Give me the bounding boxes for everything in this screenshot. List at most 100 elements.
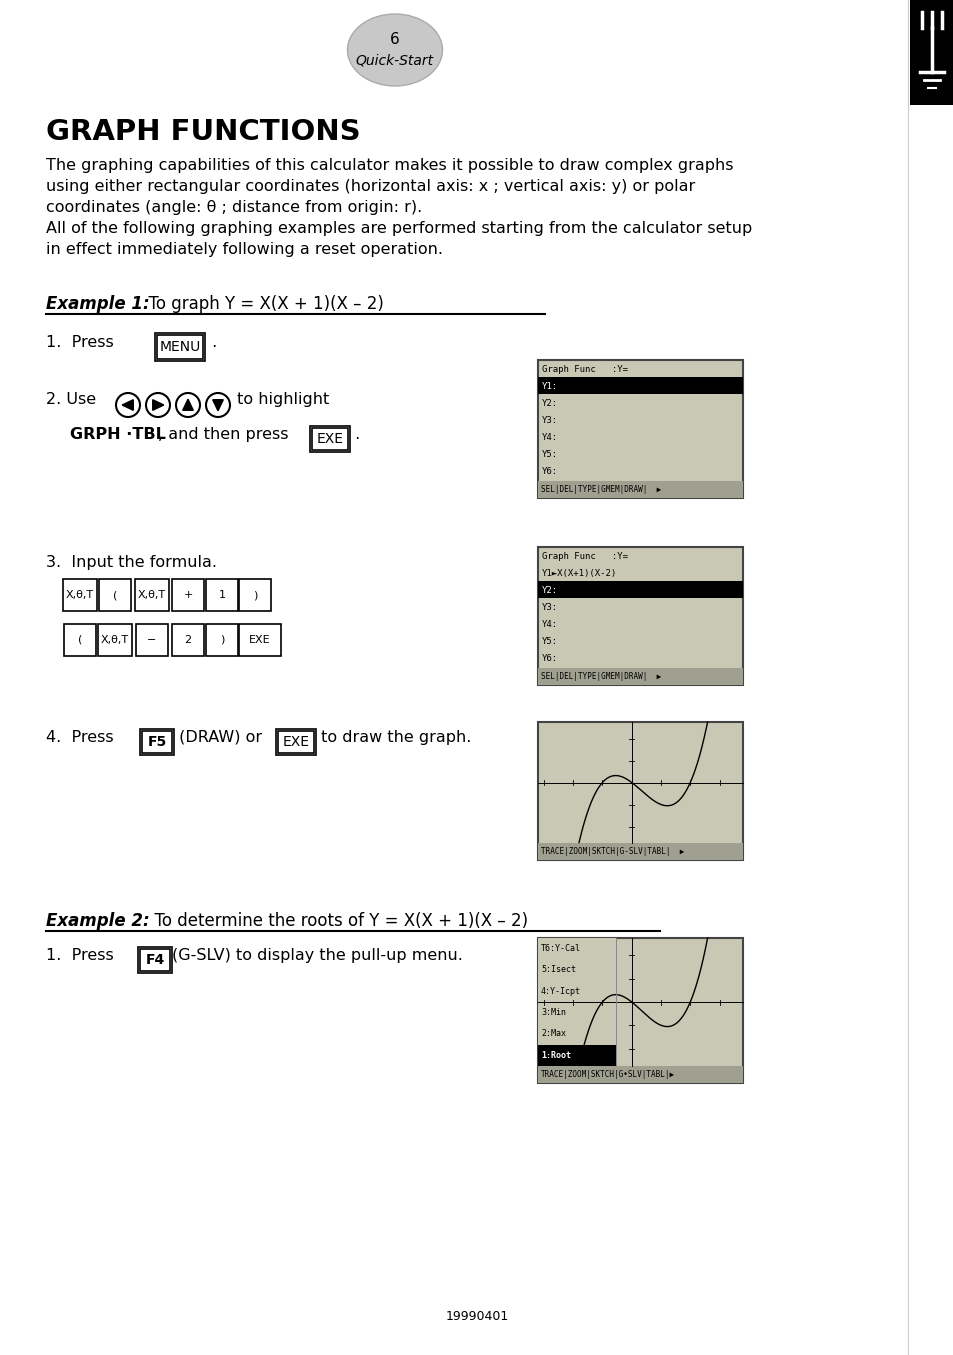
Bar [157,335,203,359]
Text: Y2:: Y2: [541,585,558,595]
Text: ): ) [253,589,257,600]
Text: X,θ,T: X,θ,T [101,635,129,645]
Bar [154,333,205,360]
Text: SEL|DEL|TYPE|GMEM|DRAW|  ▶: SEL|DEL|TYPE|GMEM|DRAW| ▶ [540,485,660,495]
Polygon shape [183,400,193,411]
Bar [138,947,172,973]
Ellipse shape [347,14,442,85]
Bar [537,668,742,686]
Text: EXE: EXE [282,734,309,749]
Bar [537,377,742,394]
Text: Y4:: Y4: [541,619,558,629]
Bar [172,625,204,656]
Text: The graphing capabilities of this calculator makes it possible to draw complex g: The graphing capabilities of this calcul… [46,159,733,173]
Text: Y3:: Y3: [541,603,558,612]
Bar [537,581,742,598]
Circle shape [175,393,200,417]
Text: F4: F4 [145,953,165,967]
Text: Y5:: Y5: [541,637,558,646]
Bar [206,579,237,611]
Text: EXE: EXE [316,432,343,446]
Text: To determine the roots of Y = X(X + 1)(X – 2): To determine the roots of Y = X(X + 1)(X… [144,912,528,930]
Bar [537,843,742,860]
Circle shape [146,393,170,417]
Bar [239,625,281,656]
Bar [172,579,204,611]
Text: , and then press: , and then press [158,427,288,442]
Bar [275,729,315,755]
Text: coordinates (angle: θ ; distance from origin: r).: coordinates (angle: θ ; distance from or… [46,201,422,215]
Bar [537,1045,616,1066]
Text: in effect immediately following a reset operation.: in effect immediately following a reset … [46,243,442,257]
Text: Graph Func   :Y=: Graph Func :Y= [541,551,627,561]
Text: 4.  Press: 4. Press [46,730,113,745]
Text: 1.  Press: 1. Press [46,335,113,350]
Text: using either rectangular coordinates (horizontal axis: x ; vertical axis: y) or : using either rectangular coordinates (ho… [46,179,695,194]
Bar [206,625,237,656]
Text: 6: 6 [390,33,399,47]
Bar [140,729,173,755]
Text: (G-SLV) to display the pull-up menu.: (G-SLV) to display the pull-up menu. [172,948,462,963]
Circle shape [206,393,230,417]
Text: 4:Y-Icpt: 4:Y-Icpt [540,986,580,996]
Text: (: ( [112,589,117,600]
Text: X,θ,T: X,θ,T [66,589,94,600]
Bar [239,579,271,611]
Text: Quick-Start: Quick-Start [355,53,434,66]
Bar [312,428,348,450]
Text: 3.  Input the formula.: 3. Input the formula. [46,556,216,570]
Polygon shape [152,400,164,411]
Text: 5:Isect: 5:Isect [540,966,576,974]
Text: Graph Func   :Y=: Graph Func :Y= [541,364,627,374]
Text: 2:Max: 2:Max [540,1030,565,1038]
Text: Y2:: Y2: [541,398,558,408]
Bar [310,425,350,453]
Text: T6:Y-Cal: T6:Y-Cal [540,944,580,953]
Text: 1: 1 [218,589,225,600]
Text: 2: 2 [184,635,192,645]
Text: 3:Min: 3:Min [540,1008,565,1018]
Bar [99,579,131,611]
Text: 2. Use: 2. Use [46,392,96,406]
Bar [64,625,96,656]
Bar [537,938,616,1066]
Text: MENU: MENU [159,340,200,354]
Bar [135,579,169,611]
Text: Y3:: Y3: [541,416,558,425]
Text: X,θ,T: X,θ,T [138,589,166,600]
Bar [537,481,742,499]
Text: Example 2:: Example 2: [46,912,150,930]
Text: To graph Y = X(X + 1)(X – 2): To graph Y = X(X + 1)(X – 2) [138,295,383,313]
Text: to draw the graph.: to draw the graph. [315,730,471,745]
Text: .: . [350,427,360,442]
Text: (: ( [78,635,82,645]
Text: Y5:: Y5: [541,450,558,459]
Text: Example 1:: Example 1: [46,295,150,313]
Text: .: . [207,335,217,350]
Text: Y4:: Y4: [541,432,558,442]
Text: Y6:: Y6: [541,654,558,663]
Text: Y6:: Y6: [541,467,558,476]
Circle shape [116,393,140,417]
Text: All of the following graphing examples are performed starting from the calculato: All of the following graphing examples a… [46,221,752,236]
Text: −: − [147,635,156,645]
Text: TRACE|ZOOM|SKTCH|G•SLV|TABL|▶: TRACE|ZOOM|SKTCH|G•SLV|TABL|▶ [540,1070,675,1079]
Text: (DRAW) or: (DRAW) or [173,730,262,745]
Bar [142,730,172,753]
Text: GRPH ·TBL: GRPH ·TBL [70,427,166,442]
Text: +: + [183,589,193,600]
Text: 19990401: 19990401 [445,1310,508,1322]
Bar [537,547,742,686]
Polygon shape [213,400,223,411]
Text: EXE: EXE [249,635,271,645]
Text: Y1:: Y1: [541,382,558,390]
Bar [136,625,168,656]
Text: 1:Root: 1:Root [540,1051,571,1060]
Bar [277,730,314,753]
Text: Y1►X(X+1)(X-2): Y1►X(X+1)(X-2) [541,569,617,577]
Bar [909,0,953,104]
Polygon shape [122,400,133,411]
Text: SEL|DEL|TYPE|GMEM|DRAW|  ▶: SEL|DEL|TYPE|GMEM|DRAW| ▶ [540,672,660,682]
Text: GRAPH FUNCTIONS: GRAPH FUNCTIONS [46,118,360,146]
Bar [537,722,742,860]
